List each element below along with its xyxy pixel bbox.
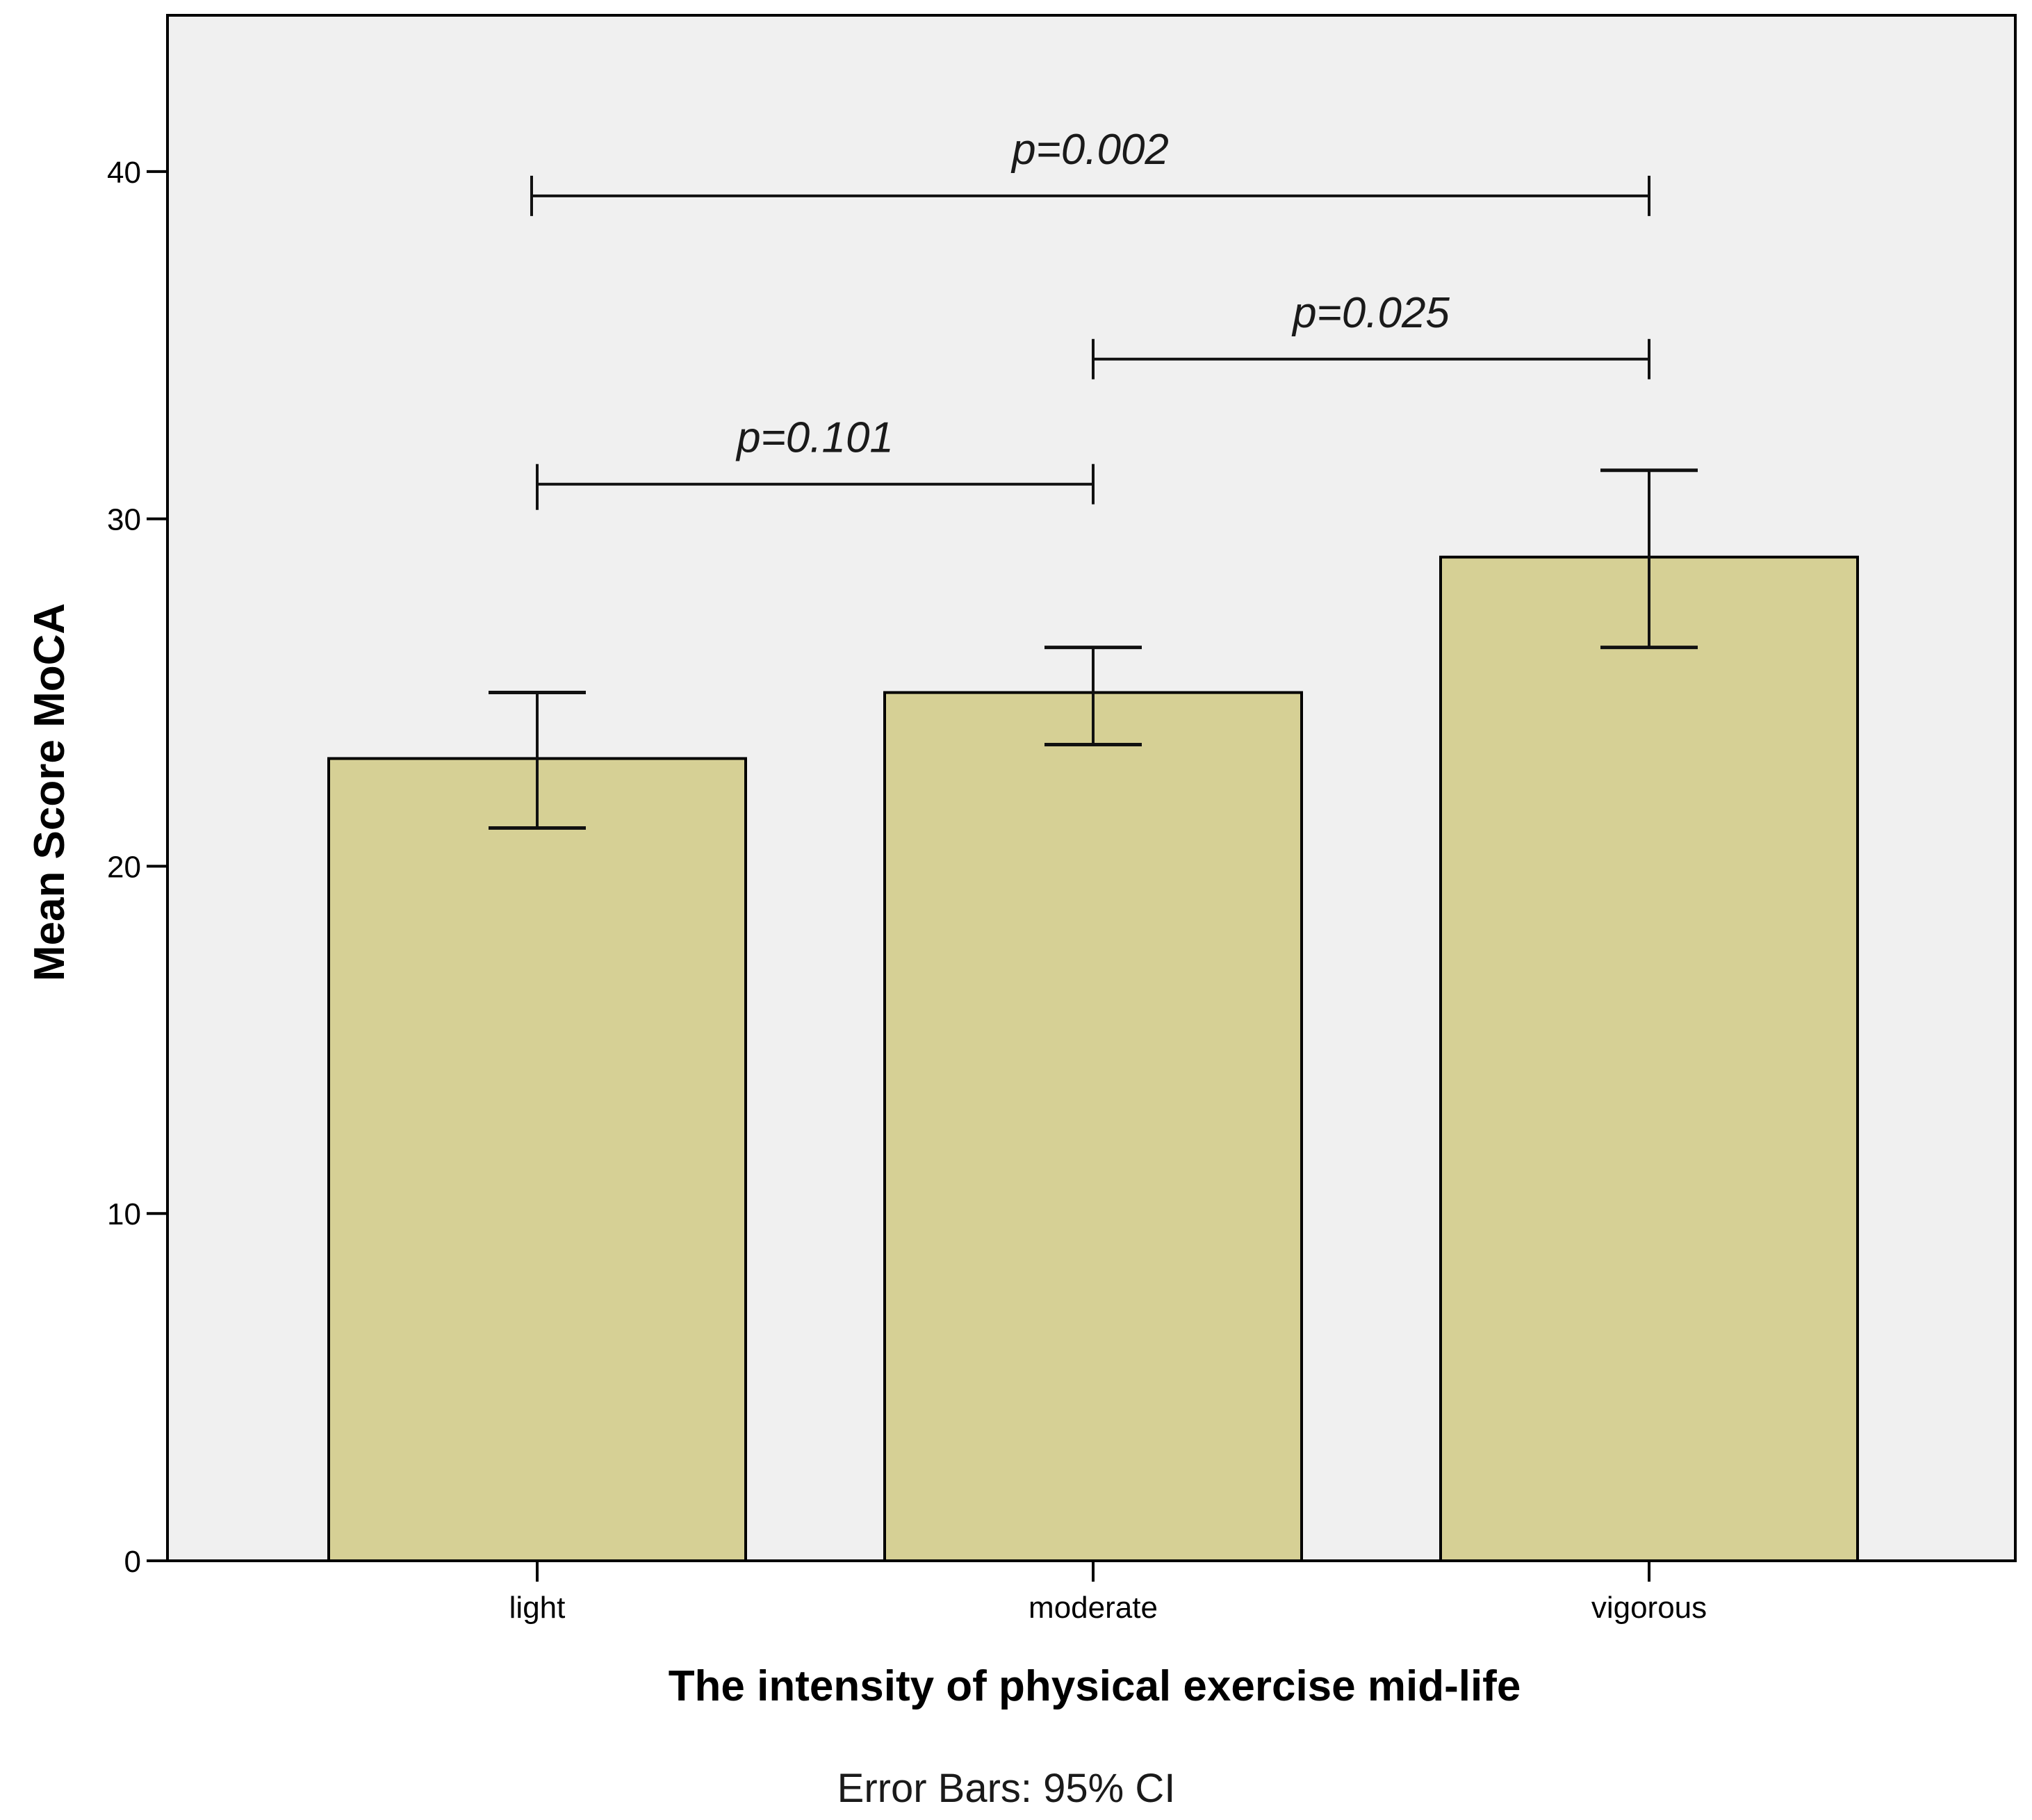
bar-light xyxy=(327,757,747,1562)
x-tick-label-moderate: moderate xyxy=(1029,1591,1158,1625)
y-tick-label: 10 xyxy=(107,1197,141,1231)
y-axis-title: Mean Score MoCA xyxy=(26,603,74,981)
y-tick-label: 30 xyxy=(107,503,141,537)
error-bars-note: Error Bars: 95% CI xyxy=(837,1766,1176,1811)
error-bars-layer xyxy=(489,468,1698,830)
x-axis-title: The intensity of physical exercise mid-l… xyxy=(669,1662,1521,1710)
x-tick-label-light: light xyxy=(509,1591,566,1625)
significance-brackets: p=0.101 p=0.025 p=0.002 xyxy=(530,126,1650,510)
p-value-label: p=0.025 xyxy=(1291,289,1450,337)
y-tick-label: 40 xyxy=(107,156,141,190)
bar-vigorous xyxy=(1439,555,1859,1562)
x-tick-label-vigorous: vigorous xyxy=(1591,1591,1707,1625)
bar-moderate xyxy=(883,691,1303,1562)
axes: 0 10 20 30 40 light moderate vigorous xyxy=(107,156,1707,1625)
p-value-label: p=0.002 xyxy=(1010,126,1169,174)
p-value-label: p=0.101 xyxy=(735,414,894,462)
y-tick-label: 0 xyxy=(124,1545,141,1579)
y-tick-label: 20 xyxy=(107,850,141,884)
